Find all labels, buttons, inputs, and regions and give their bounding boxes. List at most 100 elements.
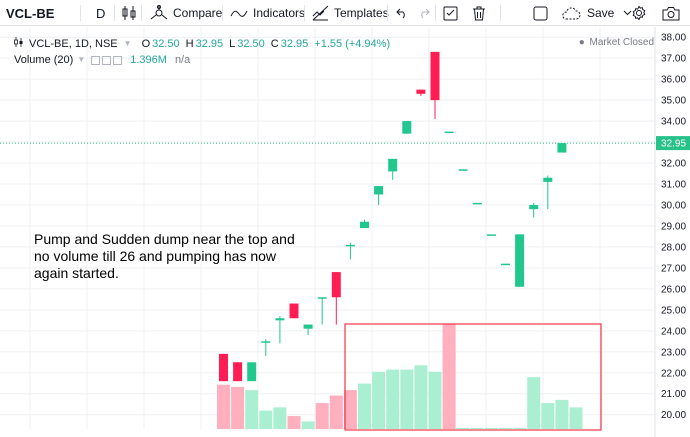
series-title[interactable]: VCL-BE, 1D, NSE bbox=[29, 38, 118, 50]
volume-bar bbox=[484, 427, 498, 429]
volume-ma-value: n/a bbox=[174, 54, 191, 66]
chart-pane[interactable]: 38.0037.0036.0035.0034.0033.0032.0031.00… bbox=[0, 27, 690, 437]
chevron-down-icon[interactable]: ▼ bbox=[77, 55, 86, 64]
candle-body bbox=[219, 353, 228, 382]
y-tick-label: 32.00 bbox=[661, 159, 686, 170]
y-tick-label: 29.00 bbox=[661, 221, 686, 232]
volume-bar bbox=[358, 383, 371, 429]
high-value: 32.95 bbox=[195, 38, 224, 50]
volume-bar bbox=[428, 371, 442, 429]
indicators-label: Indicators bbox=[253, 6, 306, 20]
close-icon[interactable] bbox=[113, 55, 123, 65]
volume-bar bbox=[329, 395, 343, 429]
y-tick-label: 24.00 bbox=[661, 326, 686, 337]
undo-icon[interactable] bbox=[396, 0, 408, 26]
candle-body bbox=[374, 186, 384, 195]
redo-icon[interactable] bbox=[418, 0, 430, 26]
chevron-down-icon[interactable]: ▼ bbox=[123, 39, 132, 48]
price-chart[interactable]: 38.0037.0036.0035.0034.0033.0032.0031.00… bbox=[0, 27, 690, 437]
candle-body bbox=[458, 169, 468, 171]
last-price-tag bbox=[656, 136, 690, 151]
volume-bar bbox=[541, 403, 555, 429]
status-dot-icon: ● bbox=[578, 37, 585, 48]
last-price-label: 32.95 bbox=[661, 139, 686, 150]
y-tick-label: 36.00 bbox=[661, 75, 686, 86]
toolbar-divider bbox=[435, 5, 436, 21]
top-toolbar: VCL-BE D Compare Indicators Templates bbox=[0, 0, 690, 26]
highlight-rectangle bbox=[344, 323, 602, 431]
y-tick-label: 37.00 bbox=[661, 54, 686, 65]
open-label: O bbox=[141, 38, 151, 50]
toolbar-divider bbox=[80, 5, 81, 21]
trash-icon[interactable] bbox=[472, 0, 486, 26]
y-tick-label: 26.00 bbox=[661, 284, 686, 295]
text-annotation[interactable]: Pump and Sudden dump near the top and no… bbox=[34, 231, 295, 281]
close-value: 32.95 bbox=[280, 38, 309, 50]
candle-body bbox=[402, 121, 412, 134]
toolbar-divider bbox=[222, 5, 223, 21]
settings-icon[interactable] bbox=[102, 55, 112, 65]
indicators-button[interactable]: Indicators bbox=[230, 0, 305, 26]
y-tick-label: 20.00 bbox=[661, 410, 686, 421]
candle-body bbox=[388, 158, 398, 172]
volume-legend-row: Volume (20) ▼ 1.396M n/a bbox=[14, 52, 396, 68]
templates-button[interactable]: Templates bbox=[312, 0, 389, 26]
volume-title[interactable]: Volume (20) bbox=[14, 54, 74, 66]
fullscreen-icon[interactable] bbox=[533, 0, 548, 26]
candle-body bbox=[317, 297, 327, 299]
candle-body bbox=[430, 51, 440, 101]
y-tick-label: 35.00 bbox=[661, 96, 686, 107]
eye-icon[interactable] bbox=[91, 55, 101, 65]
change-value: +1.55 (+4.94%) bbox=[314, 38, 391, 50]
y-tick-label: 30.00 bbox=[661, 200, 686, 211]
interval-button[interactable]: D bbox=[96, 5, 106, 21]
low-value: 32.50 bbox=[237, 38, 265, 50]
volume-bar bbox=[569, 407, 583, 429]
candle-body bbox=[557, 143, 567, 153]
market-status: ● Market Closed bbox=[579, 37, 654, 48]
volume-bar bbox=[301, 421, 315, 429]
volume-bar bbox=[343, 390, 357, 429]
compare-label: Compare bbox=[173, 6, 223, 20]
volume-bar bbox=[499, 427, 512, 429]
volume-bar bbox=[456, 427, 470, 429]
candle-body bbox=[331, 272, 341, 298]
candle-body bbox=[486, 234, 496, 236]
chart-legend: VCL-BE, 1D, NSE ▼ O 32.50 H 32.95 L 32.5… bbox=[14, 36, 396, 68]
volume-bar bbox=[414, 365, 428, 429]
candle-body bbox=[515, 234, 525, 287]
candle-body bbox=[303, 324, 313, 329]
candle-body bbox=[261, 341, 271, 343]
toolbar-divider bbox=[141, 5, 142, 21]
save-button[interactable]: Save bbox=[561, 0, 632, 26]
candle-body bbox=[275, 318, 285, 321]
candle-body bbox=[233, 362, 243, 382]
volume-bar bbox=[470, 427, 484, 429]
volume-bar bbox=[527, 377, 541, 429]
compare-button[interactable]: Compare bbox=[150, 0, 222, 26]
candles-icon[interactable] bbox=[122, 0, 136, 26]
symbol-search[interactable]: VCL-BE bbox=[6, 5, 55, 21]
checklist-icon[interactable] bbox=[443, 0, 458, 26]
chevron-down-icon bbox=[623, 10, 632, 16]
cloud-icon bbox=[561, 6, 581, 20]
y-tick-label: 23.00 bbox=[661, 347, 686, 358]
candle-body bbox=[529, 204, 539, 210]
candle-body bbox=[444, 131, 454, 134]
camera-icon[interactable] bbox=[662, 0, 680, 26]
candle-body bbox=[345, 244, 355, 247]
gear-icon[interactable] bbox=[631, 0, 647, 26]
volume-bar bbox=[287, 416, 301, 429]
y-tick-label: 22.00 bbox=[661, 368, 686, 379]
save-label: Save bbox=[587, 6, 615, 20]
open-value: 32.50 bbox=[152, 38, 180, 50]
volume-bar bbox=[273, 407, 287, 429]
volume-bar bbox=[555, 399, 569, 429]
compare-icon bbox=[150, 5, 168, 21]
y-tick-label: 27.00 bbox=[661, 263, 686, 274]
volume-bar bbox=[217, 384, 230, 429]
y-tick-label: 28.00 bbox=[661, 242, 686, 253]
candle-body bbox=[472, 202, 482, 205]
close-label: C bbox=[270, 38, 279, 50]
volume-bar bbox=[372, 371, 386, 429]
